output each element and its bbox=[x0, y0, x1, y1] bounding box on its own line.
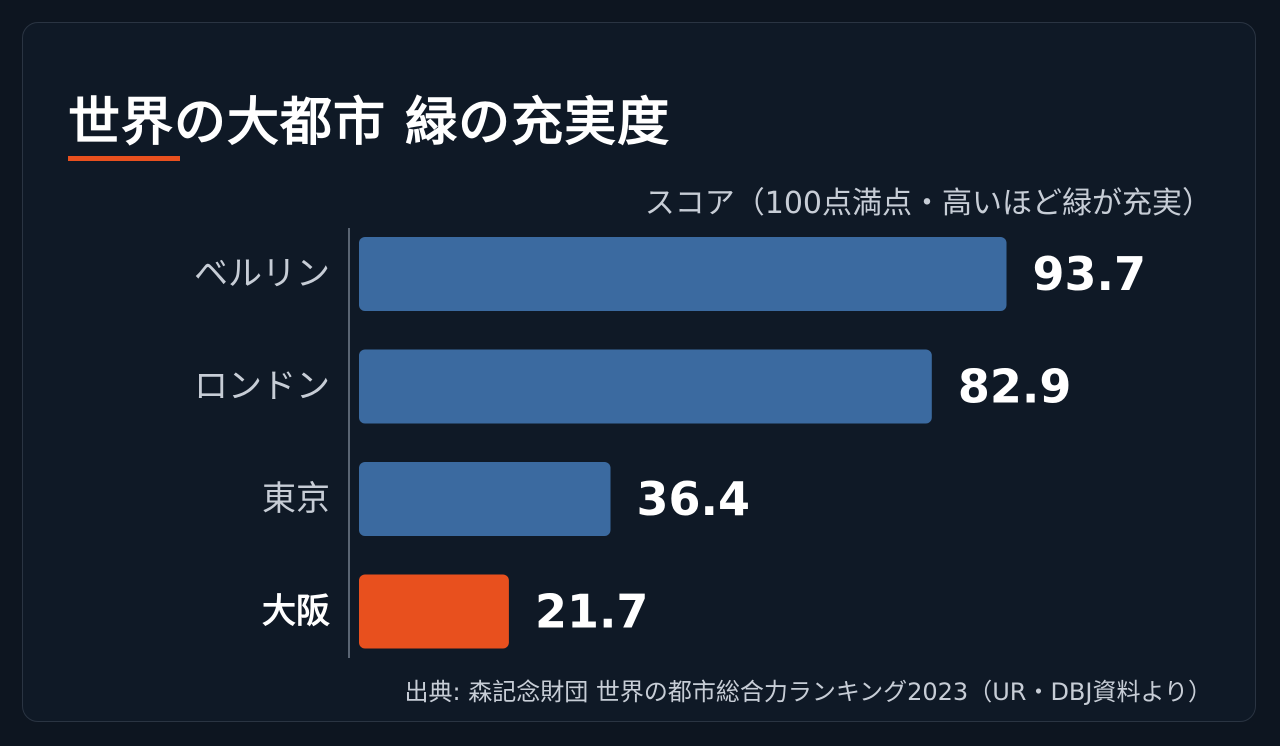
value-label-0: 93.7 bbox=[1032, 247, 1146, 301]
bar-2 bbox=[359, 462, 611, 536]
category-label-2: 東京 bbox=[262, 479, 330, 519]
value-label-2: 36.4 bbox=[637, 472, 751, 526]
value-label-1: 82.9 bbox=[958, 360, 1072, 414]
axis-unit-label: スコア（100点満点・高いほど緑が充実） bbox=[644, 186, 1212, 221]
source-note: 出典: 森記念財団 世界の都市総合力ランキング2023（UR・DBJ資料より） bbox=[404, 678, 1213, 706]
chart-title: 世界の大都市 緑の充実度 bbox=[68, 93, 671, 153]
bar-1 bbox=[359, 349, 932, 424]
bar-3 bbox=[359, 574, 509, 649]
title-underline-accent bbox=[68, 156, 180, 161]
bar-0 bbox=[359, 237, 1007, 311]
category-label-1: ロンドン bbox=[194, 367, 330, 407]
value-label-3: 21.7 bbox=[535, 585, 649, 639]
category-label-0: ベルリン bbox=[194, 254, 330, 294]
category-label-3: 大阪 bbox=[262, 592, 330, 632]
